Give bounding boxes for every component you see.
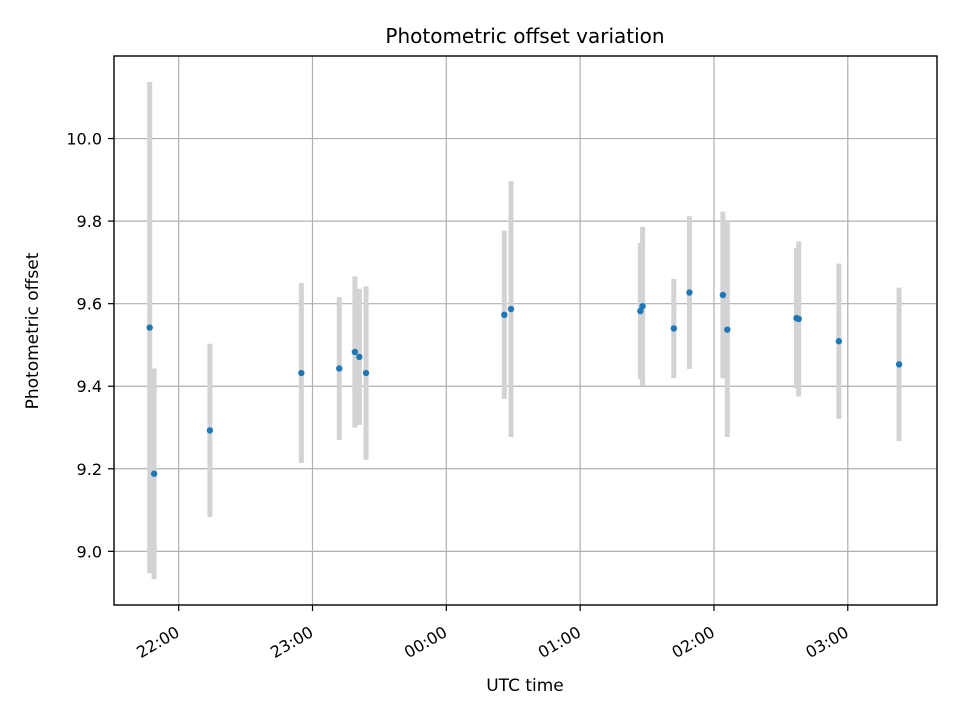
data-point [637, 307, 644, 315]
data-point [719, 291, 727, 299]
data-point [835, 338, 843, 345]
data-point [150, 470, 158, 477]
plot-frame [113, 55, 938, 606]
data-point [356, 353, 363, 361]
data-point [298, 369, 305, 377]
data-points [146, 289, 903, 477]
y-tick-label: 9.6 [77, 295, 102, 314]
data-point [670, 325, 678, 332]
data-point [362, 369, 370, 377]
data-point [206, 427, 214, 434]
y-tick-label: 10.0 [66, 130, 102, 149]
data-point [507, 305, 515, 313]
data-point [686, 289, 693, 296]
data-point [336, 365, 343, 372]
chart-title: Photometric offset variation [385, 24, 664, 48]
data-point [795, 315, 802, 323]
x-axis-title: UTC time [486, 676, 564, 696]
y-tick-label: 9.8 [77, 212, 102, 231]
y-axis-title: Photometric offset [23, 252, 43, 409]
data-point [895, 361, 903, 368]
data-point [501, 311, 508, 319]
y-tick-label: 9.0 [77, 542, 102, 561]
data-point [639, 302, 646, 310]
data-point [146, 324, 153, 331]
data-point [351, 348, 359, 356]
y-tick-label: 9.2 [77, 460, 102, 479]
y-tick-label: 9.4 [77, 377, 102, 396]
data-point [724, 326, 731, 333]
